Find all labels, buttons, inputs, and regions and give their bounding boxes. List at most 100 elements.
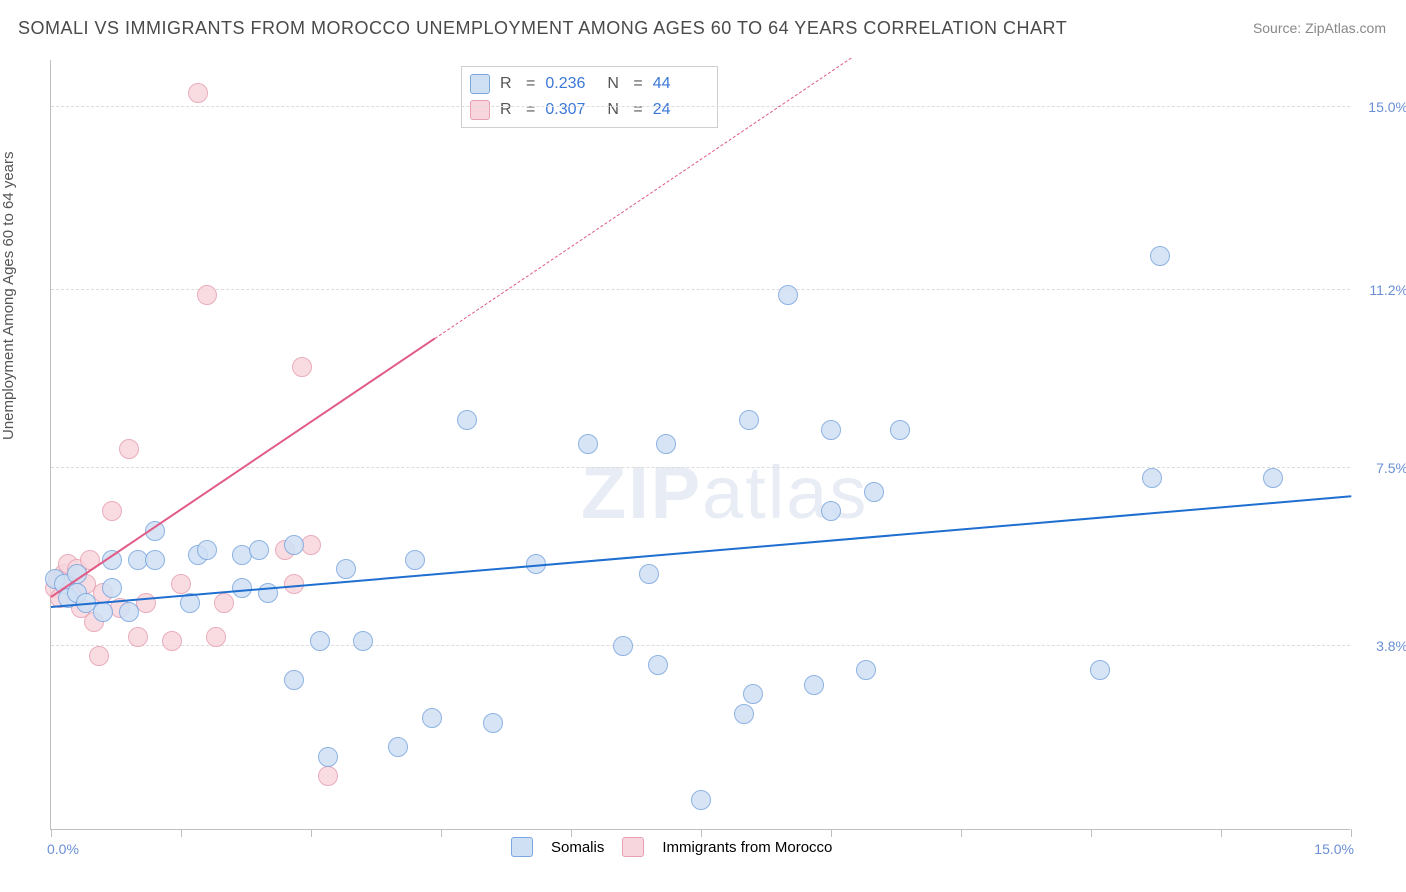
data-point xyxy=(284,670,304,690)
x-tick xyxy=(181,829,182,837)
watermark: ZIPatlas xyxy=(581,450,868,535)
x-tick xyxy=(441,829,442,837)
data-point xyxy=(743,684,763,704)
eq-2b: = xyxy=(633,101,642,119)
data-point xyxy=(388,737,408,757)
data-point xyxy=(821,501,841,521)
data-point xyxy=(336,559,356,579)
x-tick xyxy=(1351,829,1352,837)
data-point xyxy=(145,550,165,570)
data-point xyxy=(1263,468,1283,488)
legend-swatch-series1 xyxy=(511,837,533,857)
data-point xyxy=(284,535,304,555)
source-name: ZipAtlas.com xyxy=(1305,20,1386,36)
data-point xyxy=(578,434,598,454)
legend: Somalis Immigrants from Morocco xyxy=(511,837,832,857)
swatch-series2 xyxy=(470,100,490,120)
stats-row-series2: R = 0.307 N = 24 xyxy=(470,97,705,123)
y-tick-label: 3.8% xyxy=(1376,638,1406,654)
r-value-1: 0.236 xyxy=(545,75,597,93)
x-tick xyxy=(571,829,572,837)
data-point xyxy=(353,631,373,651)
x-tick xyxy=(311,829,312,837)
data-point xyxy=(206,627,226,647)
swatch-series1 xyxy=(470,74,490,94)
data-point xyxy=(648,655,668,675)
data-point xyxy=(292,357,312,377)
watermark-light: atlas xyxy=(702,451,868,534)
data-point xyxy=(136,593,156,613)
data-point xyxy=(639,564,659,584)
data-point xyxy=(856,660,876,680)
stats-row-series1: R = 0.236 N = 44 xyxy=(470,71,705,97)
data-point xyxy=(102,578,122,598)
data-point xyxy=(162,631,182,651)
y-tick-label: 11.2% xyxy=(1369,282,1406,298)
data-point xyxy=(1090,660,1110,680)
data-point xyxy=(318,747,338,767)
data-point xyxy=(422,708,442,728)
n-label-1: N xyxy=(607,75,623,93)
data-point xyxy=(778,285,798,305)
data-point xyxy=(310,631,330,651)
x-tick xyxy=(961,829,962,837)
data-point xyxy=(739,410,759,430)
data-point xyxy=(301,535,321,555)
data-point xyxy=(102,501,122,521)
source-credit: Source: ZipAtlas.com xyxy=(1253,20,1386,36)
data-point xyxy=(734,704,754,724)
x-axis-min-label: 0.0% xyxy=(47,841,79,857)
gridline-h xyxy=(51,645,1350,646)
legend-label-series2: Immigrants from Morocco xyxy=(662,839,832,856)
data-point xyxy=(89,646,109,666)
data-point xyxy=(890,420,910,440)
data-point xyxy=(197,540,217,560)
data-point xyxy=(171,574,191,594)
n-value-2: 24 xyxy=(653,101,705,119)
data-point xyxy=(93,602,113,622)
data-point xyxy=(1150,246,1170,266)
n-label-2: N xyxy=(607,101,623,119)
x-tick xyxy=(51,829,52,837)
data-point xyxy=(318,766,338,786)
data-point xyxy=(613,636,633,656)
r-label-1: R xyxy=(500,75,516,93)
data-point xyxy=(197,285,217,305)
data-point xyxy=(821,420,841,440)
data-point xyxy=(691,790,711,810)
data-point xyxy=(804,675,824,695)
r-value-2: 0.307 xyxy=(545,101,597,119)
data-point xyxy=(128,627,148,647)
eq-1a: = xyxy=(526,75,535,93)
data-point xyxy=(284,574,304,594)
correlation-stats-box: R = 0.236 N = 44 R = 0.307 N = 24 xyxy=(461,66,718,128)
x-tick xyxy=(831,829,832,837)
legend-swatch-series2 xyxy=(622,837,644,857)
data-point xyxy=(119,439,139,459)
data-point xyxy=(864,482,884,502)
x-tick xyxy=(701,829,702,837)
data-point xyxy=(119,602,139,622)
eq-1b: = xyxy=(633,75,642,93)
n-value-1: 44 xyxy=(653,75,705,93)
data-point xyxy=(214,593,234,613)
chart-title: SOMALI VS IMMIGRANTS FROM MOROCCO UNEMPL… xyxy=(18,18,1067,39)
data-point xyxy=(1142,468,1162,488)
gridline-h xyxy=(51,289,1350,290)
data-point xyxy=(483,713,503,733)
data-point xyxy=(188,83,208,103)
data-point xyxy=(405,550,425,570)
y-tick-label: 7.5% xyxy=(1376,460,1406,476)
x-tick xyxy=(1221,829,1222,837)
data-point xyxy=(656,434,676,454)
plot-area: ZIPatlas R = 0.236 N = 44 R = 0.307 N = … xyxy=(50,60,1350,830)
y-axis-label: Unemployment Among Ages 60 to 64 years xyxy=(0,151,17,440)
r-label-2: R xyxy=(500,101,516,119)
legend-label-series1: Somalis xyxy=(551,839,604,856)
x-tick xyxy=(1091,829,1092,837)
watermark-bold: ZIP xyxy=(581,451,702,534)
source-prefix: Source: xyxy=(1253,20,1305,36)
y-tick-label: 15.0% xyxy=(1368,99,1406,115)
eq-2a: = xyxy=(526,101,535,119)
chart-container: SOMALI VS IMMIGRANTS FROM MOROCCO UNEMPL… xyxy=(0,0,1406,892)
